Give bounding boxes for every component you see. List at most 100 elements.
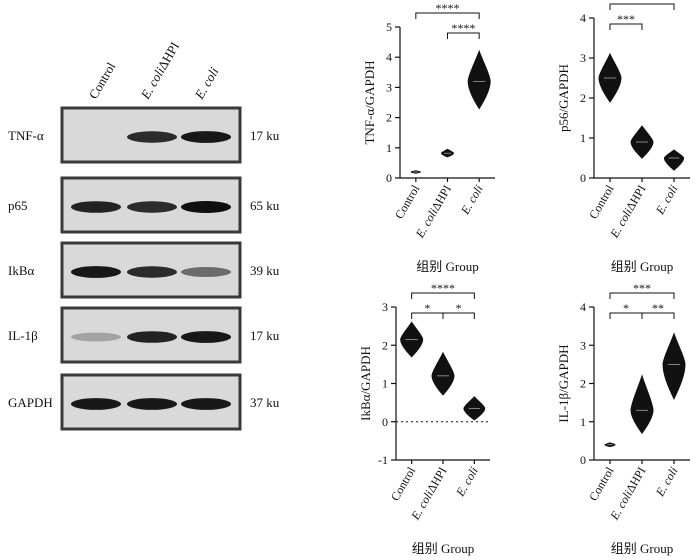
significance-stars: **** bbox=[436, 1, 460, 15]
significance-bracket bbox=[641, 312, 675, 319]
x-tick-label: E. coli bbox=[652, 465, 680, 500]
blot-band bbox=[71, 398, 121, 410]
significance-stars: **** bbox=[630, 0, 654, 6]
blot-band bbox=[71, 266, 121, 278]
violin-shape bbox=[663, 149, 685, 171]
western-blot-panel: Control E. coliΔHPI E. coli TNF-α 17 ku p65 65… bbox=[8, 39, 280, 431]
significance-bracket bbox=[411, 292, 475, 299]
protein-label: p65 bbox=[8, 198, 28, 213]
blot-band bbox=[127, 398, 177, 410]
significance-bracket bbox=[447, 32, 480, 39]
significance-stars: **** bbox=[451, 21, 475, 35]
label-suffix: ΔHPI bbox=[155, 39, 183, 72]
y-tick-label: 2 bbox=[386, 111, 392, 125]
label-italic: E. coli bbox=[652, 465, 680, 500]
y-axis-label: TNF-α/GAPDH bbox=[362, 60, 377, 144]
y-tick-label: 4 bbox=[580, 300, 586, 314]
blot-band bbox=[71, 332, 121, 342]
significance-stars: **** bbox=[431, 281, 455, 295]
x-axis-label: 组别 Group bbox=[611, 541, 673, 556]
y-tick-label: -1 bbox=[378, 453, 388, 467]
violin-shape bbox=[431, 351, 455, 396]
y-tick-label: 5 bbox=[386, 20, 392, 34]
x-tick-label: Control bbox=[586, 464, 617, 503]
band-size: 17 ku bbox=[250, 128, 280, 143]
y-tick-label: 1 bbox=[382, 377, 388, 391]
x-axis-label: 组别 Group bbox=[611, 259, 673, 274]
x-tick-label: E. coli bbox=[652, 183, 680, 218]
violin-shape bbox=[467, 49, 491, 110]
significance-stars: ** bbox=[652, 301, 664, 315]
label-italic: E. coli bbox=[191, 64, 222, 102]
band-size: 37 ku bbox=[250, 395, 280, 410]
violin-shape bbox=[630, 374, 654, 435]
y-axis-label: IkBα/GAPDH bbox=[358, 346, 373, 421]
label-suffix: ΔHPI bbox=[623, 465, 649, 495]
blot-band bbox=[181, 201, 231, 213]
x-tick-label: Control bbox=[388, 464, 419, 503]
y-tick-label: 0 bbox=[382, 415, 388, 429]
protein-label: TNF-α bbox=[8, 128, 44, 143]
x-tick-label: E. coli bbox=[457, 182, 485, 217]
significance-bracket bbox=[609, 3, 675, 10]
y-tick-label: 3 bbox=[580, 51, 586, 65]
label-italic: E. coli bbox=[457, 182, 485, 217]
blot-band bbox=[181, 267, 231, 277]
blot-band bbox=[127, 201, 177, 213]
label-suffix: ΔHPI bbox=[623, 183, 649, 213]
blot-band bbox=[181, 331, 231, 343]
label-italic: E. coli bbox=[453, 465, 481, 500]
y-axis-label: IL-1β/GAPDH bbox=[556, 344, 571, 422]
blot-band bbox=[127, 331, 177, 343]
y-tick-label: 3 bbox=[580, 338, 586, 352]
label-suffix: ΔHPI bbox=[424, 465, 450, 495]
y-tick-label: 2 bbox=[580, 91, 586, 105]
y-tick-label: 4 bbox=[580, 11, 586, 25]
x-tick-label: Control bbox=[392, 182, 423, 221]
label-suffix: ΔHPI bbox=[428, 183, 454, 213]
lane-label: E. coliΔHPI bbox=[137, 39, 182, 102]
significance-bracket bbox=[609, 23, 643, 30]
y-tick-label: 0 bbox=[580, 453, 586, 467]
x-tick-label: E. coli bbox=[453, 465, 481, 500]
x-axis-label: 组别 Group bbox=[416, 259, 478, 274]
significance-stars: * bbox=[623, 301, 629, 315]
y-tick-label: 4 bbox=[386, 50, 392, 64]
blot-band bbox=[181, 131, 231, 143]
violin-shape bbox=[662, 332, 686, 400]
blot-band bbox=[181, 398, 231, 410]
significance-bracket bbox=[609, 292, 675, 299]
lane-label: E. coli bbox=[191, 64, 222, 102]
blot-band bbox=[127, 131, 177, 143]
protein-label: GAPDH bbox=[8, 395, 53, 410]
protein-label: IkBα bbox=[8, 263, 35, 278]
band-size: 39 ku bbox=[250, 263, 280, 278]
y-tick-label: 2 bbox=[580, 377, 586, 391]
significance-stars: * bbox=[456, 301, 462, 315]
y-tick-label: 1 bbox=[386, 141, 392, 155]
y-tick-label: 1 bbox=[580, 415, 586, 429]
x-axis-label: 组别 Group bbox=[412, 541, 474, 556]
band-size: 65 ku bbox=[250, 198, 280, 213]
blot-band bbox=[127, 266, 177, 278]
y-tick-label: 0 bbox=[386, 171, 392, 185]
label-italic: E. coli bbox=[652, 183, 680, 218]
y-tick-label: 3 bbox=[382, 300, 388, 314]
blot-band bbox=[71, 201, 121, 213]
lane-label: Control bbox=[86, 59, 119, 101]
band-size: 17 ku bbox=[250, 328, 280, 343]
significance-stars: *** bbox=[617, 12, 635, 26]
y-tick-label: 0 bbox=[580, 171, 586, 185]
x-tick-label: Control bbox=[586, 182, 617, 221]
significance-stars: *** bbox=[633, 281, 651, 295]
significance-bracket bbox=[442, 312, 475, 319]
y-axis-label: p56/GAPDH bbox=[556, 64, 571, 132]
y-tick-label: 3 bbox=[386, 80, 392, 94]
protein-label: IL-1β bbox=[8, 328, 38, 343]
significance-bracket bbox=[415, 12, 480, 19]
